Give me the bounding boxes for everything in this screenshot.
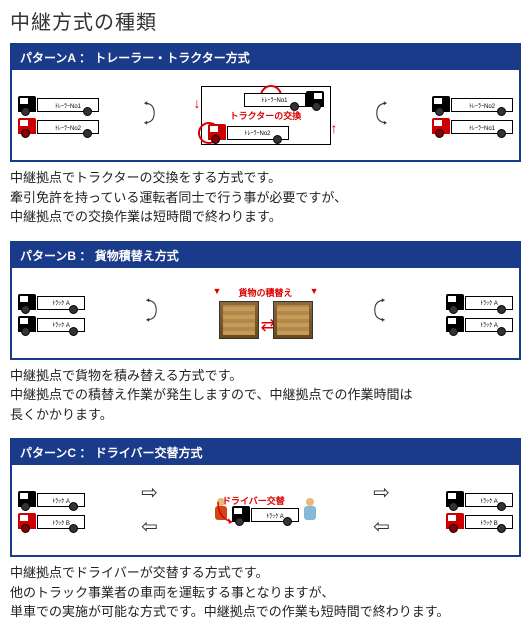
curve-arrow-icon xyxy=(140,296,164,329)
truck-icon: ﾄﾚｰﾗｰNo1 xyxy=(208,91,324,107)
trailer-label: ﾄﾗｯｸ B xyxy=(37,515,85,529)
trailer-label: ﾄﾚｰﾗｰNo1 xyxy=(244,93,306,107)
truck-icon: ﾄﾚｰﾗｰNo1 xyxy=(18,96,99,112)
trailer-label: ﾄﾚｰﾗｰNo1 xyxy=(451,120,513,134)
truck-icon: ﾄﾗｯｸ A xyxy=(446,294,513,310)
trailer-label: ﾄﾗｯｸ A xyxy=(465,318,513,332)
pattern-b-cargo-box: 貨物の積替え▼▼ ⇄ xyxy=(219,286,313,339)
truck-icon: ﾄﾚｰﾗｰNo2 xyxy=(18,118,99,134)
arrow-col: ⇨ ⇦ xyxy=(141,483,158,537)
arrow-col: ⇨ ⇦ xyxy=(373,483,390,537)
curve-arrow-icon xyxy=(367,296,391,329)
pattern-b-left-trucks: ﾄﾗｯｸ A ﾄﾗｯｸ A xyxy=(18,294,85,332)
cargo-container-icon xyxy=(273,301,313,339)
pattern-a-right-trucks: ﾄﾚｰﾗｰNo2 ﾄﾚｰﾗｰNo1 xyxy=(432,96,513,134)
arrow-left-icon: ⇦ xyxy=(373,517,390,537)
trailer-label: ﾄﾗｯｸ A xyxy=(251,508,299,522)
trailer-label: ﾄﾗｯｸ A xyxy=(465,296,513,310)
cargo-container-icon xyxy=(219,301,259,339)
curve-arrow-icon xyxy=(369,99,393,132)
truck-icon: ﾄﾗｯｸ B xyxy=(18,513,85,529)
pattern-a-left-trucks: ﾄﾚｰﾗｰNo1 ﾄﾚｰﾗｰNo2 xyxy=(18,96,99,134)
swap-arrow-icon xyxy=(214,498,238,528)
trailer-label: ﾄﾗｯｸ A xyxy=(37,493,85,507)
trailer-label: ﾄﾗｯｸ A xyxy=(465,493,513,507)
pattern-a-header: パターンA ： トレーラー・トラクター方式 xyxy=(12,45,519,70)
trailer-label: ﾄﾚｰﾗｰNo2 xyxy=(227,126,289,140)
trailer-label: ﾄﾚｰﾗｰNo2 xyxy=(451,98,513,112)
trailer-label: ﾄﾗｯｸ B xyxy=(465,515,513,529)
pattern-b-header: パターンB ： 貨物積替え方式 xyxy=(12,243,519,268)
pattern-a: パターンA ： トレーラー・トラクター方式 ﾄﾚｰﾗｰNo1 ﾄﾚｰﾗｰNo2 … xyxy=(10,43,521,162)
arrow-right-icon: ⇨ xyxy=(141,483,158,503)
pattern-b-right-trucks: ﾄﾗｯｸ A ﾄﾗｯｸ A xyxy=(446,294,513,332)
pattern-b: パターンB ： 貨物積替え方式 ﾄﾗｯｸ A ﾄﾗｯｸ A 貨物の積替え▼▼ ⇄… xyxy=(10,241,521,360)
truck-icon: ﾄﾚｰﾗｰNo2 xyxy=(432,96,513,112)
trailer-label: ﾄﾚｰﾗｰNo2 xyxy=(37,120,99,134)
truck-icon: ﾄﾚｰﾗｰNo2 xyxy=(208,124,324,140)
pattern-c-header: パターンC ： ドライバー交替方式 xyxy=(12,440,519,465)
pattern-c-swap-box: ドライバー交替 ﾄﾗｯｸ A xyxy=(214,498,317,522)
truck-icon: ﾄﾗｯｸ A xyxy=(446,491,513,507)
arrow-left-icon: ⇦ xyxy=(141,517,158,537)
pattern-a-desc: 中継拠点でトラクターの交換をする方式です。 牽引免許を持っている運転者同士で行う… xyxy=(10,168,521,227)
pattern-c: パターンC ： ドライバー交替方式 ﾄﾗｯｸ A ﾄﾗｯｸ B ⇨ ⇦ ドライバ… xyxy=(10,438,521,557)
pattern-b-body: ﾄﾗｯｸ A ﾄﾗｯｸ A 貨物の積替え▼▼ ⇄ ﾄﾗｯｸ A ﾄﾗｯｸ A xyxy=(12,268,519,358)
trailer-label: ﾄﾗｯｸ A xyxy=(37,318,85,332)
pattern-a-swap-box: ﾄﾚｰﾗｰNo1 トラクターの交換 ﾄﾚｰﾗｰNo2 xyxy=(201,86,331,145)
truck-icon: ﾄﾗｯｸ A xyxy=(446,316,513,332)
curve-arrow-icon xyxy=(138,99,162,132)
truck-icon: ﾄﾗｯｸ A xyxy=(18,491,85,507)
truck-icon: ﾄﾗｯｸ A xyxy=(18,316,85,332)
pattern-c-right-trucks: ﾄﾗｯｸ A ﾄﾗｯｸ B xyxy=(446,491,513,529)
page-title: 中継方式の種類 xyxy=(10,6,521,35)
pattern-c-body: ﾄﾗｯｸ A ﾄﾗｯｸ B ⇨ ⇦ ドライバー交替 ﾄﾗｯｸ A ⇨ ⇦ ﾄﾗｯ… xyxy=(12,465,519,555)
trailer-label: ﾄﾗｯｸ A xyxy=(37,296,85,310)
driver-icon xyxy=(303,498,317,522)
swap-label: トラクターの交換 xyxy=(208,109,324,122)
trailer-label: ﾄﾚｰﾗｰNo1 xyxy=(37,98,99,112)
pattern-a-body: ﾄﾚｰﾗｰNo1 ﾄﾚｰﾗｰNo2 ﾄﾚｰﾗｰNo1 トラクターの交換 ﾄﾚｰﾗ… xyxy=(12,70,519,160)
cargo-label: 貨物の積替え▼▼ xyxy=(219,286,313,299)
truck-icon: ﾄﾗｯｸ A xyxy=(232,506,299,522)
truck-icon: ﾄﾗｯｸ B xyxy=(446,513,513,529)
pattern-c-left-trucks: ﾄﾗｯｸ A ﾄﾗｯｸ B xyxy=(18,491,85,529)
pattern-c-desc: 中継拠点でドライバーが交替する方式です。 他のトラック事業者の車両を運転する事と… xyxy=(10,563,521,622)
truck-icon: ﾄﾚｰﾗｰNo1 xyxy=(432,118,513,134)
pattern-b-desc: 中継拠点で貨物を積み替える方式です。 中継拠点での積替え作業が発生しますので、中… xyxy=(10,366,521,425)
arrow-right-icon: ⇨ xyxy=(373,483,390,503)
truck-icon: ﾄﾗｯｸ A xyxy=(18,294,85,310)
